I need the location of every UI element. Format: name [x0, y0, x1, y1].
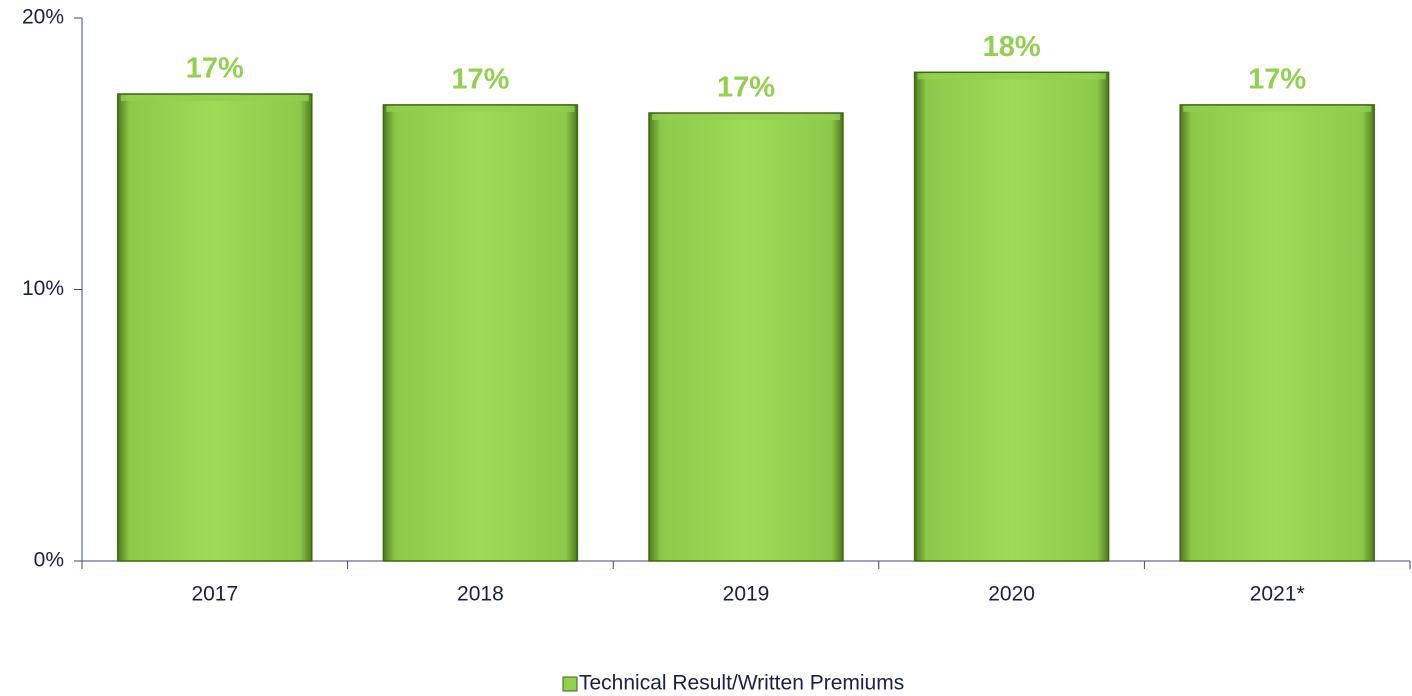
bar-top [1183, 105, 1372, 112]
bar [117, 93, 313, 562]
x-tick-label: 2019 [723, 583, 770, 606]
bar [913, 71, 1110, 562]
bar-top [386, 105, 575, 112]
value-label: 17% [717, 72, 775, 104]
value-label: 18% [983, 31, 1041, 63]
legend-swatch [562, 676, 578, 692]
bar-top [652, 114, 840, 121]
bar [382, 104, 579, 562]
x-tick-label: 2018 [457, 583, 504, 606]
bar-top [917, 73, 1106, 80]
y-tick-label: 10% [22, 277, 64, 300]
bar [1179, 104, 1375, 562]
y-tick-label: 20% [22, 6, 64, 29]
value-label: 17% [186, 53, 244, 85]
legend-label: Technical Result/Written Premiums [579, 672, 904, 695]
y-tick-label: 0% [34, 549, 64, 572]
x-tick-label: 2017 [191, 583, 238, 606]
value-label: 17% [451, 64, 509, 96]
x-tick-label: 2021* [1250, 583, 1305, 606]
bar [648, 112, 844, 562]
value-label: 17% [1248, 64, 1306, 96]
bar-top [120, 95, 309, 102]
x-tick-label: 2020 [988, 583, 1035, 606]
